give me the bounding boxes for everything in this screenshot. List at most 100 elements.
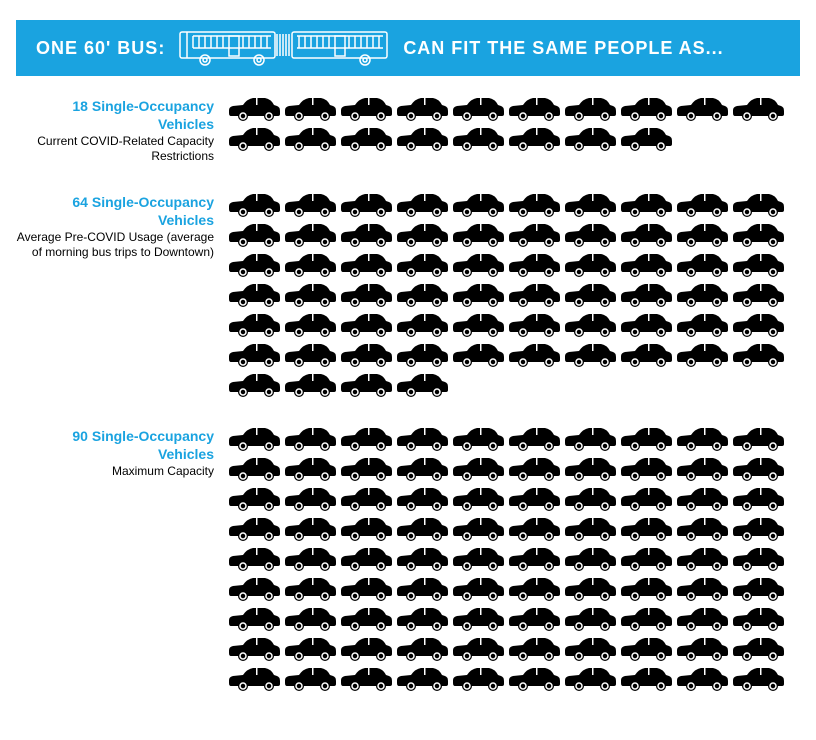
car-icon — [620, 96, 673, 122]
car-icon — [620, 456, 673, 482]
car-icon — [284, 192, 337, 218]
car-icon — [284, 486, 337, 512]
car-icon — [284, 546, 337, 572]
car-icon — [396, 192, 449, 218]
car-icon — [452, 126, 505, 152]
car-icon — [620, 426, 673, 452]
car-icon — [340, 192, 393, 218]
car-icon — [228, 126, 281, 152]
car-icon — [732, 516, 785, 542]
car-icon — [396, 126, 449, 152]
car-icon — [284, 222, 337, 248]
car-icon — [564, 192, 617, 218]
car-icon — [564, 606, 617, 632]
car-icon — [340, 282, 393, 308]
car-icon — [620, 312, 673, 338]
car-icon — [508, 342, 561, 368]
car-icon — [340, 576, 393, 602]
car-icon — [396, 606, 449, 632]
car-icon — [284, 252, 337, 278]
car-icon — [396, 342, 449, 368]
car-icon — [508, 222, 561, 248]
car-icon — [508, 96, 561, 122]
car-icon — [676, 426, 729, 452]
car-icon — [228, 486, 281, 512]
car-icon — [340, 342, 393, 368]
car-icon — [452, 486, 505, 512]
car-icon — [228, 372, 281, 398]
car-icon — [620, 636, 673, 662]
car-icon — [620, 222, 673, 248]
car-icon — [732, 546, 785, 572]
section-labels: 18 Single-Occupancy VehiclesCurrent COVI… — [16, 96, 228, 164]
car-icon — [340, 516, 393, 542]
car-icon — [564, 282, 617, 308]
car-icon — [676, 606, 729, 632]
car-icon — [396, 96, 449, 122]
car-icon — [396, 456, 449, 482]
car-icon — [508, 576, 561, 602]
car-icon — [620, 342, 673, 368]
car-icon — [284, 576, 337, 602]
car-icon — [620, 576, 673, 602]
car-icon — [452, 222, 505, 248]
car-icon — [284, 342, 337, 368]
section-row: 90 Single-Occupancy VehiclesMaximum Capa… — [16, 426, 800, 692]
car-icon — [452, 576, 505, 602]
car-icon — [564, 576, 617, 602]
car-icon — [676, 516, 729, 542]
car-icon — [564, 252, 617, 278]
car-icon — [284, 666, 337, 692]
car-icon — [620, 192, 673, 218]
car-icon — [228, 576, 281, 602]
car-icon — [284, 96, 337, 122]
car-icon — [620, 486, 673, 512]
car-icon — [228, 342, 281, 368]
car-icon — [620, 252, 673, 278]
car-icon — [340, 546, 393, 572]
car-icon — [732, 606, 785, 632]
car-icon — [676, 546, 729, 572]
car-icon — [508, 126, 561, 152]
car-icon — [284, 516, 337, 542]
car-icon — [396, 222, 449, 248]
car-icon — [340, 372, 393, 398]
car-icon — [732, 96, 785, 122]
car-icon — [676, 96, 729, 122]
car-icon — [676, 636, 729, 662]
car-icon — [564, 486, 617, 512]
car-icon — [452, 252, 505, 278]
section-subtitle: Average Pre-COVID Usage (average of morn… — [16, 230, 214, 260]
car-icon — [228, 192, 281, 218]
car-icon — [676, 192, 729, 218]
car-icon — [620, 516, 673, 542]
car-icon — [228, 636, 281, 662]
section-title: 90 Single-Occupancy Vehicles — [16, 428, 214, 463]
car-icon — [676, 282, 729, 308]
section-title: 64 Single-Occupancy Vehicles — [16, 194, 214, 229]
car-icon — [676, 666, 729, 692]
car-icon — [340, 96, 393, 122]
car-icon — [620, 546, 673, 572]
car-icon — [508, 456, 561, 482]
car-icon — [452, 516, 505, 542]
section-subtitle: Current COVID-Related Capacity Restricti… — [16, 134, 214, 164]
car-icon — [228, 222, 281, 248]
car-icon — [396, 666, 449, 692]
car-icon — [508, 546, 561, 572]
car-icon — [396, 636, 449, 662]
car-icon — [564, 456, 617, 482]
car-icon — [732, 666, 785, 692]
car-icon — [564, 426, 617, 452]
car-icon — [228, 426, 281, 452]
banner-left-text: ONE 60' BUS: — [36, 38, 165, 59]
car-icon — [732, 282, 785, 308]
car-icon — [676, 222, 729, 248]
car-icon — [452, 546, 505, 572]
car-icon — [396, 546, 449, 572]
car-icon — [508, 486, 561, 512]
car-icon — [340, 606, 393, 632]
car-icon — [396, 372, 449, 398]
car-icon — [228, 282, 281, 308]
section-row: 18 Single-Occupancy VehiclesCurrent COVI… — [16, 96, 800, 164]
